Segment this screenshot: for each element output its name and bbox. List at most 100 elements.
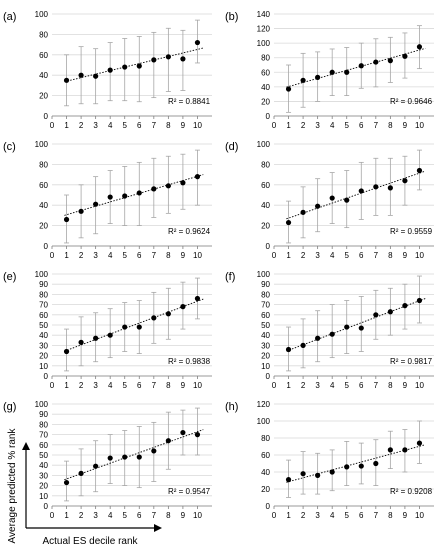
- x-tick-label: 8: [388, 381, 393, 390]
- data-point: [63, 479, 70, 486]
- x-tick-label: 5: [345, 121, 350, 130]
- data-point: [194, 432, 201, 438]
- x-tick-label: 8: [166, 381, 171, 390]
- data-point: [78, 470, 84, 476]
- data-point: [285, 219, 292, 226]
- y-tick-label: 20: [261, 485, 270, 494]
- x-tick-label: 8: [388, 121, 393, 130]
- data-point: [402, 447, 408, 453]
- x-tick-label: 6: [137, 121, 142, 130]
- data-point: [300, 77, 306, 83]
- trendline: [286, 298, 426, 352]
- y-tick-label: 30: [39, 341, 48, 350]
- y-tick-label: 80: [39, 290, 48, 299]
- x-tick-label: 4: [330, 251, 335, 260]
- data-point: [373, 59, 379, 65]
- x-tick-label: 2: [79, 511, 84, 520]
- x-tick-label: 3: [93, 251, 98, 260]
- x-tick-label: 1: [286, 381, 291, 390]
- figure-xlabel: Actual ES decile rank: [42, 536, 138, 547]
- data-point: [285, 477, 292, 483]
- x-tick-label: 7: [152, 381, 157, 390]
- y-tick-label: 0: [44, 112, 49, 121]
- data-point: [373, 312, 379, 318]
- data-point: [136, 190, 142, 196]
- x-tick-label: 2: [301, 511, 306, 520]
- data-point: [387, 58, 393, 64]
- x-tick-label: 2: [79, 251, 84, 260]
- x-tick-label: 6: [137, 511, 142, 520]
- x-tick-label: 8: [166, 251, 171, 260]
- panel-label: (g): [3, 401, 16, 413]
- x-tick-label: 10: [415, 121, 424, 130]
- y-tick-label: 140: [257, 10, 271, 19]
- y-tick-label: 80: [39, 30, 48, 39]
- data-point: [93, 335, 99, 341]
- y-tick-label: 60: [261, 181, 270, 190]
- x-tick-label: 0: [272, 511, 277, 520]
- data-point: [122, 454, 128, 460]
- data-point: [329, 195, 335, 201]
- data-point: [300, 342, 306, 348]
- data-point: [136, 324, 142, 330]
- y-tick-label: 50: [39, 321, 48, 330]
- data-point: [151, 186, 157, 192]
- y-tick-label: 100: [257, 417, 271, 426]
- data-point: [63, 348, 70, 355]
- y-tick-label: 100: [35, 140, 49, 149]
- x-tick-label: 0: [272, 121, 277, 130]
- y-tick-label: 10: [39, 492, 48, 501]
- y-tick-label: 0: [266, 112, 271, 121]
- panel-label: (f): [225, 271, 235, 283]
- x-tick-label: 6: [137, 381, 142, 390]
- x-tick-label: 2: [301, 381, 306, 390]
- data-point: [387, 185, 393, 191]
- r-squared-label: R² = 0.9559: [390, 227, 433, 236]
- y-tick-label: 100: [257, 39, 271, 48]
- x-tick-label: 5: [123, 381, 128, 390]
- data-point: [358, 325, 364, 331]
- x-tick-label: 1: [64, 511, 69, 520]
- y-tick-label: 100: [35, 400, 49, 409]
- y-tick-label: 20: [261, 352, 270, 361]
- data-point: [402, 303, 408, 309]
- y-tick-label: 40: [261, 331, 270, 340]
- x-tick-label: 10: [415, 251, 424, 260]
- x-tick-label: 6: [359, 121, 364, 130]
- data-point: [387, 447, 393, 453]
- x-tick-label: 1: [64, 121, 69, 130]
- x-tick-label: 10: [415, 381, 424, 390]
- y-tick-label: 40: [39, 461, 48, 470]
- data-point: [416, 297, 423, 304]
- y-tick-label: 40: [261, 201, 270, 210]
- trendline: [64, 429, 204, 481]
- data-point: [300, 209, 306, 215]
- y-tick-label: 50: [261, 321, 270, 330]
- x-tick-label: 6: [359, 251, 364, 260]
- x-tick-label: 0: [272, 251, 277, 260]
- data-point: [402, 53, 408, 59]
- x-tick-label: 1: [286, 121, 291, 130]
- y-tick-label: 20: [261, 97, 270, 106]
- x-tick-label: 10: [193, 121, 202, 130]
- x-tick-label: 2: [79, 121, 84, 130]
- x-tick-label: 4: [330, 121, 335, 130]
- y-tick-label: 90: [39, 280, 48, 289]
- panel-label: (a): [3, 11, 16, 23]
- x-tick-label: 9: [403, 251, 408, 260]
- x-tick-label: 3: [315, 381, 320, 390]
- x-tick-label: 5: [123, 251, 128, 260]
- y-tick-label: 10: [261, 362, 270, 371]
- data-point: [285, 86, 292, 92]
- data-point: [78, 208, 84, 214]
- x-tick-label: 10: [193, 251, 202, 260]
- data-point: [78, 72, 84, 78]
- y-tick-label: 20: [39, 352, 48, 361]
- y-tick-label: 70: [261, 301, 270, 310]
